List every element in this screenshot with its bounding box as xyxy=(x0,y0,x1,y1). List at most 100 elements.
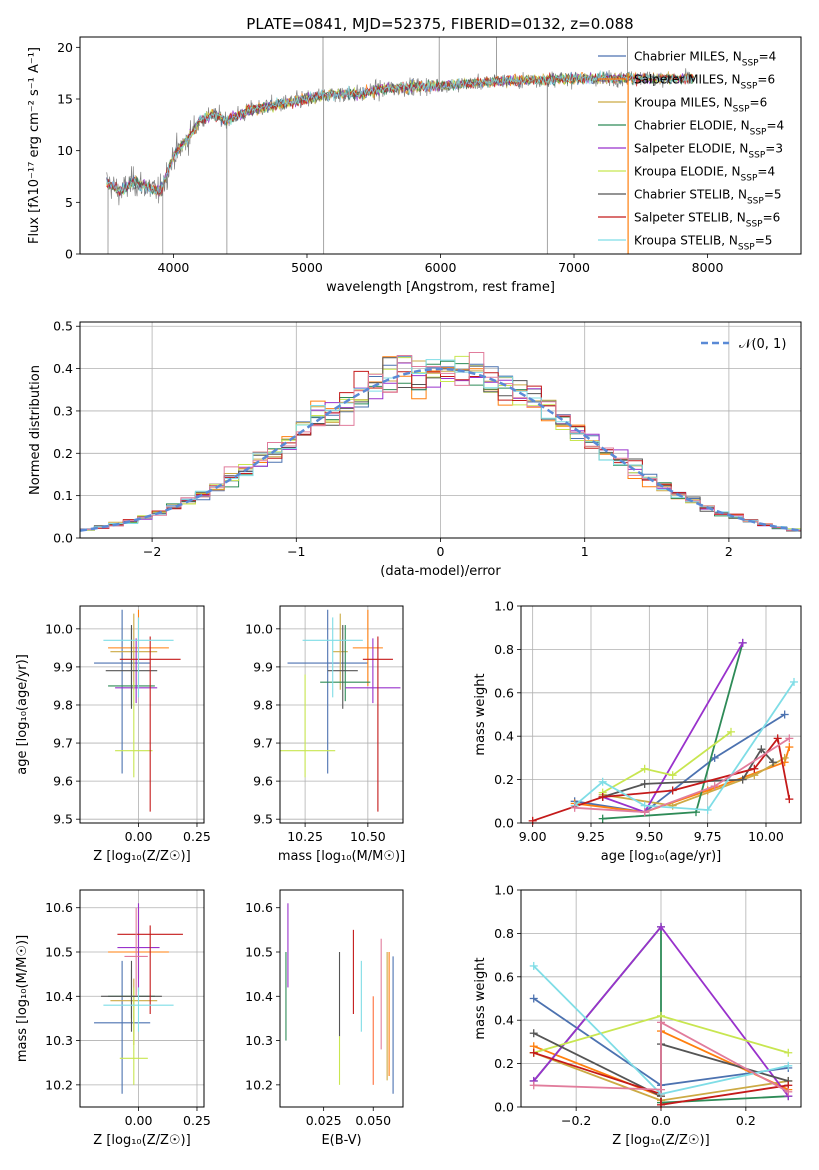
y-tick-label: 0.3 xyxy=(53,403,73,418)
legend-label: Salpeter ELODIE, NSSP=3 xyxy=(634,142,783,161)
x-tick-label: −2 xyxy=(143,544,161,559)
x-tick-label: 2 xyxy=(725,544,733,559)
weight-series-line xyxy=(602,757,786,807)
axes-frame xyxy=(279,605,404,824)
y-tick-label: 10.0 xyxy=(45,621,73,636)
x-axis-label: Z [log₁₀(Z/Z☉)] xyxy=(612,1133,709,1148)
x-axis-label: Z [log₁₀(Z/Z☉)] xyxy=(93,849,190,864)
y-tick-label: 9.8 xyxy=(253,697,273,712)
x-tick-label: 6000 xyxy=(425,260,457,275)
observed-spectrum-line xyxy=(106,37,695,254)
weight-series-line xyxy=(574,737,790,814)
y-tick-label: 10.3 xyxy=(45,1033,73,1048)
x-tick-label: −1 xyxy=(287,544,305,559)
model-spectrum-line xyxy=(106,72,694,198)
x-tick-label: 0.00 xyxy=(125,829,153,844)
x-tick-label: 7000 xyxy=(558,260,590,275)
figure-title: PLATE=0841, MJD=52375, FIBERID=0132, z=0… xyxy=(246,15,633,33)
y-tick-label: 10.5 xyxy=(45,945,73,960)
model-spectrum-line xyxy=(106,72,694,196)
y-tick-label: 15 xyxy=(57,92,73,107)
x-axis-label: Z [log₁₀(Z/Z☉)] xyxy=(93,1133,190,1148)
x-axis-label: age [log₁₀(age/yr)] xyxy=(601,849,722,864)
x-tick-label: 0.050 xyxy=(355,1113,391,1128)
y-tick-label: 10.6 xyxy=(245,900,273,915)
weight-series-line xyxy=(602,731,732,794)
y-tick-label: 9.7 xyxy=(253,736,273,751)
y-tick-label: 10.2 xyxy=(245,1077,273,1092)
x-tick-label: 10.50 xyxy=(350,829,386,844)
legend-label: Salpeter MILES, NSSP=6 xyxy=(634,73,775,92)
histogram-series xyxy=(80,355,801,532)
legend-label: Kroupa MILES, NSSP=6 xyxy=(634,96,767,115)
legend: 𝒩(0, 1) xyxy=(701,337,786,352)
y-tick-label: 0.2 xyxy=(494,772,514,787)
legend-label: Chabrier ELODIE, NSSP=4 xyxy=(634,119,784,138)
x-axis-label: mass [log₁₀(M/M☉)] xyxy=(278,849,405,864)
mass-vs-Z-axes: 0.00 0.25 10.2 10.3 10.4 10.5 10.6 Z [log₁₀(Z/Z… xyxy=(15,889,211,1148)
weight-vs-age-axes: 9.00 9.25 9.50 9.75 10.00 0.0 0.2 0.4 0.6 0.8 1.0 a… xyxy=(473,599,802,864)
legend-label: Chabrier MILES, NSSP=4 xyxy=(634,50,776,69)
y-tick-label: 0.4 xyxy=(494,1013,514,1028)
y-tick-label: 0.8 xyxy=(494,642,514,657)
y-tick-label: 10.6 xyxy=(45,900,73,915)
legend-label: Salpeter STELIB, NSSP=6 xyxy=(634,211,780,230)
axes-frame xyxy=(79,321,802,539)
x-tick-label: 0.0 xyxy=(651,1113,671,1128)
histogram-series xyxy=(80,352,801,533)
y-tick-label: 0.4 xyxy=(53,361,73,376)
y-tick-label: 9.9 xyxy=(53,659,73,674)
axes-frame xyxy=(520,605,802,824)
x-tick-label: 9.75 xyxy=(694,829,722,844)
legend-label: Kroupa STELIB, NSSP=5 xyxy=(634,234,772,253)
y-tick-label: 9.5 xyxy=(253,812,273,827)
legend-label: Chabrier STELIB, NSSP=5 xyxy=(634,188,782,207)
age-vs-mass-axes: 10.25 10.50 9.5 9.6 9.7 9.8 9.9 10.0 mass [log₁₀… xyxy=(245,605,405,864)
y-tick-label: 9.7 xyxy=(53,736,73,751)
y-tick-label: 9.5 xyxy=(53,812,73,827)
y-axis-label: age [log₁₀(age/yr)] xyxy=(15,654,30,775)
y-tick-label: 9.6 xyxy=(53,774,73,789)
x-tick-label: 0.25 xyxy=(183,829,211,844)
y-tick-label: 10.2 xyxy=(45,1077,73,1092)
y-tick-label: 20 xyxy=(57,40,73,55)
y-axis-label: Flux [fλ10⁻¹⁷ erg cm⁻² s⁻¹ A⁻¹] xyxy=(27,47,42,244)
y-axis-label: Normed distribution xyxy=(28,365,43,495)
y-tick-label: 0.6 xyxy=(494,685,514,700)
x-tick-label: 0.00 xyxy=(125,1113,153,1128)
y-tick-label: 10 xyxy=(57,143,73,158)
weight-series-line xyxy=(533,1020,789,1093)
x-axis-label: (data-model)/error xyxy=(380,564,501,579)
legend-label: Kroupa ELODIE, NSSP=4 xyxy=(634,165,775,184)
age-vs-Z-axes: 0.00 0.25 9.5 9.6 9.7 9.8 9.9 10.0 Z [log₁₀(Z/Z☉… xyxy=(15,605,211,864)
x-axis-label: E(B-V) xyxy=(321,1133,361,1148)
y-tick-label: 0.6 xyxy=(494,969,514,984)
weight-series-line xyxy=(533,1051,789,1106)
y-tick-label: 10.3 xyxy=(245,1033,273,1048)
axes-frame xyxy=(520,889,802,1108)
weight-series-line xyxy=(602,747,774,798)
mass-vs-ebv-axes: 0.025 0.050 10.2 10.3 10.4 10.5 10.6 E(B-V) xyxy=(245,889,404,1148)
axes-frame xyxy=(79,36,802,255)
legend-label: 𝒩(0, 1) xyxy=(739,337,786,352)
x-tick-label: 10.25 xyxy=(287,829,323,844)
x-tick-label: 0.025 xyxy=(306,1113,342,1128)
y-tick-label: 0.2 xyxy=(494,1056,514,1071)
x-tick-label: 8000 xyxy=(692,260,724,275)
y-tick-label: 0.0 xyxy=(53,531,73,546)
y-tick-label: 1.0 xyxy=(494,883,514,898)
x-tick-label: 9.00 xyxy=(519,829,547,844)
x-tick-label: 9.50 xyxy=(635,829,663,844)
residuals-axes: −2 −1 0 1 2 0.0 0.1 0.2 0.3 0.4 0.5 (data-model)/er… xyxy=(28,319,802,579)
x-tick-label: 4000 xyxy=(158,260,190,275)
x-tick-label: 0.25 xyxy=(183,1113,211,1128)
y-tick-label: 0.2 xyxy=(53,446,73,461)
y-tick-label: 0.4 xyxy=(494,729,514,744)
model-spectrum-line xyxy=(106,70,694,195)
y-axis-label: mass weight xyxy=(473,957,488,1039)
y-axis-label: mass weight xyxy=(473,673,488,755)
y-tick-label: 9.6 xyxy=(253,774,273,789)
y-tick-label: 10.5 xyxy=(245,945,273,960)
y-tick-label: 9.9 xyxy=(253,659,273,674)
